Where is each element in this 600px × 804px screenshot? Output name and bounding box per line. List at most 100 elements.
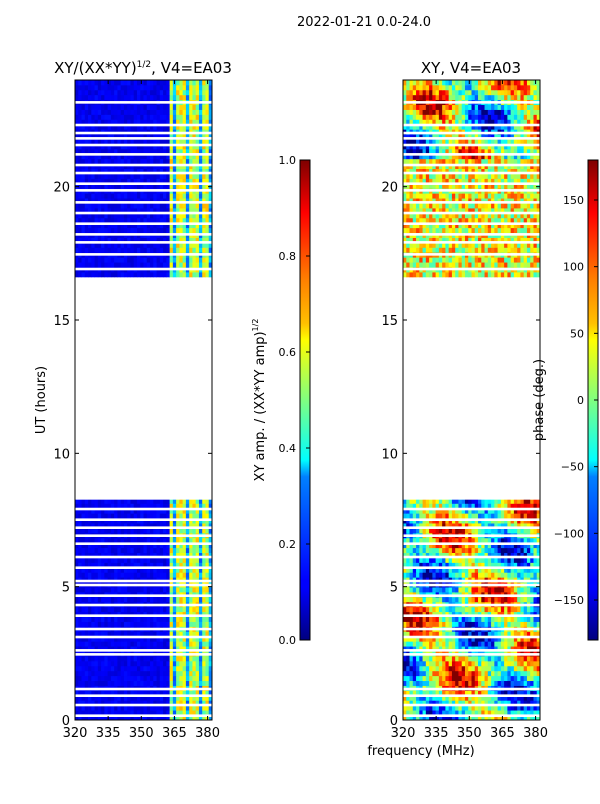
- heatmap-cell: [527, 641, 531, 646]
- heatmap-cell: [173, 90, 177, 95]
- heatmap-cell: [91, 218, 95, 223]
- heatmap-cell: [192, 513, 196, 518]
- heatmap-cell: [416, 587, 420, 592]
- heatmap-cell: [192, 159, 196, 164]
- heatmap-cell: [468, 597, 472, 602]
- heatmap-cell: [533, 617, 537, 622]
- heatmap-cell: [196, 257, 200, 262]
- heatmap-cell: [176, 513, 180, 518]
- heatmap-cell: [176, 110, 180, 115]
- heatmap-cell: [124, 656, 128, 661]
- heatmap-cell: [196, 193, 200, 198]
- heatmap-cell: [130, 228, 134, 233]
- heatmap-cell: [186, 272, 190, 277]
- heatmap-cell: [75, 174, 79, 179]
- heatmap-cell: [488, 681, 492, 686]
- heatmap-cell: [173, 139, 177, 144]
- heatmap-cell: [189, 548, 193, 553]
- heatmap-cell: [147, 90, 151, 95]
- heatmap-cell: [179, 681, 183, 686]
- heatmap-cell: [449, 622, 453, 627]
- heatmap-cell: [147, 681, 151, 686]
- heatmap-cell: [150, 676, 154, 681]
- heatmap-cell: [199, 587, 203, 592]
- heatmap-cell: [130, 247, 134, 252]
- heatmap-cell: [416, 656, 420, 661]
- heatmap-cell: [472, 671, 476, 676]
- heatmap-cell: [166, 272, 170, 277]
- heatmap-cell: [157, 597, 161, 602]
- heatmap-cell: [160, 85, 164, 90]
- heatmap-cell: [468, 666, 472, 671]
- heatmap-cell: [144, 139, 148, 144]
- heatmap-cell: [475, 572, 479, 577]
- heatmap-cell: [88, 597, 92, 602]
- heatmap-cell: [91, 622, 95, 627]
- heatmap-cell: [426, 661, 430, 666]
- heatmap-cell: [449, 676, 453, 681]
- heatmap-cell: [452, 587, 456, 592]
- heatmap-cell: [91, 174, 95, 179]
- heatmap-cell: [98, 641, 102, 646]
- heatmap-cell: [157, 272, 161, 277]
- heatmap-cell: [137, 548, 141, 553]
- heatmap-cell: [426, 587, 430, 592]
- heatmap-cell: [514, 622, 518, 627]
- heatmap-cell: [82, 218, 86, 223]
- heatmap-cell: [465, 671, 469, 676]
- heatmap-cell: [147, 597, 151, 602]
- heatmap-cell: [160, 641, 164, 646]
- heatmap-cell: [144, 257, 148, 262]
- heatmap-cell: [179, 174, 183, 179]
- heatmap-cell: [202, 272, 206, 277]
- heatmap-cell: [157, 85, 161, 90]
- heatmap-cell: [88, 114, 92, 119]
- heatmap-cell: [85, 641, 89, 646]
- heatmap-cell: [530, 666, 534, 671]
- heatmap-cell: [163, 681, 167, 686]
- heatmap-cell: [170, 159, 174, 164]
- heatmap-cell: [114, 641, 118, 646]
- heatmap-cell: [104, 587, 108, 592]
- heatmap-cell: [429, 671, 433, 676]
- heatmap-cell: [98, 203, 102, 208]
- heatmap-cell: [199, 159, 203, 164]
- heatmap-cell: [91, 661, 95, 666]
- heatmap-cell: [117, 80, 121, 85]
- heatmap-cell: [108, 607, 112, 612]
- heatmap-cell: [183, 193, 187, 198]
- heatmap-cell: [527, 681, 531, 686]
- heatmap-cell: [205, 193, 209, 198]
- heatmap-cell: [127, 262, 131, 267]
- heatmap-cell: [494, 681, 498, 686]
- heatmap-cell: [160, 139, 164, 144]
- heatmap-cell: [183, 105, 187, 110]
- heatmap-cell: [494, 656, 498, 661]
- heatmap-cell: [403, 641, 407, 646]
- heatmap-cell: [147, 262, 151, 267]
- heatmap-cell: [124, 85, 128, 90]
- heatmap-cell: [114, 587, 118, 592]
- heatmap-cell: [192, 228, 196, 233]
- heatmap-cell: [130, 95, 134, 100]
- heatmap-cell: [140, 95, 144, 100]
- heatmap-cell: [173, 676, 177, 681]
- amp-colorbar-label-main: XY amp. / (XX*YY amp): [253, 331, 268, 481]
- heatmap-cell: [179, 617, 183, 622]
- heatmap-cell: [124, 538, 128, 543]
- heatmap-cell: [98, 159, 102, 164]
- heatmap-cell: [75, 95, 79, 100]
- heatmap-cell: [85, 676, 89, 681]
- heatmap-cell: [147, 85, 151, 90]
- heatmap-cell: [124, 139, 128, 144]
- heatmap-cell: [98, 247, 102, 252]
- heatmap-cell: [202, 617, 206, 622]
- heatmap-cell: [78, 617, 82, 622]
- heatmap-cell: [199, 622, 203, 627]
- heatmap-cell: [140, 114, 144, 119]
- heatmap-cell: [124, 110, 128, 115]
- flagged-row: [75, 172, 212, 175]
- heatmap-cell: [95, 597, 99, 602]
- heatmap-cell: [458, 607, 462, 612]
- heatmap-cell: [478, 622, 482, 627]
